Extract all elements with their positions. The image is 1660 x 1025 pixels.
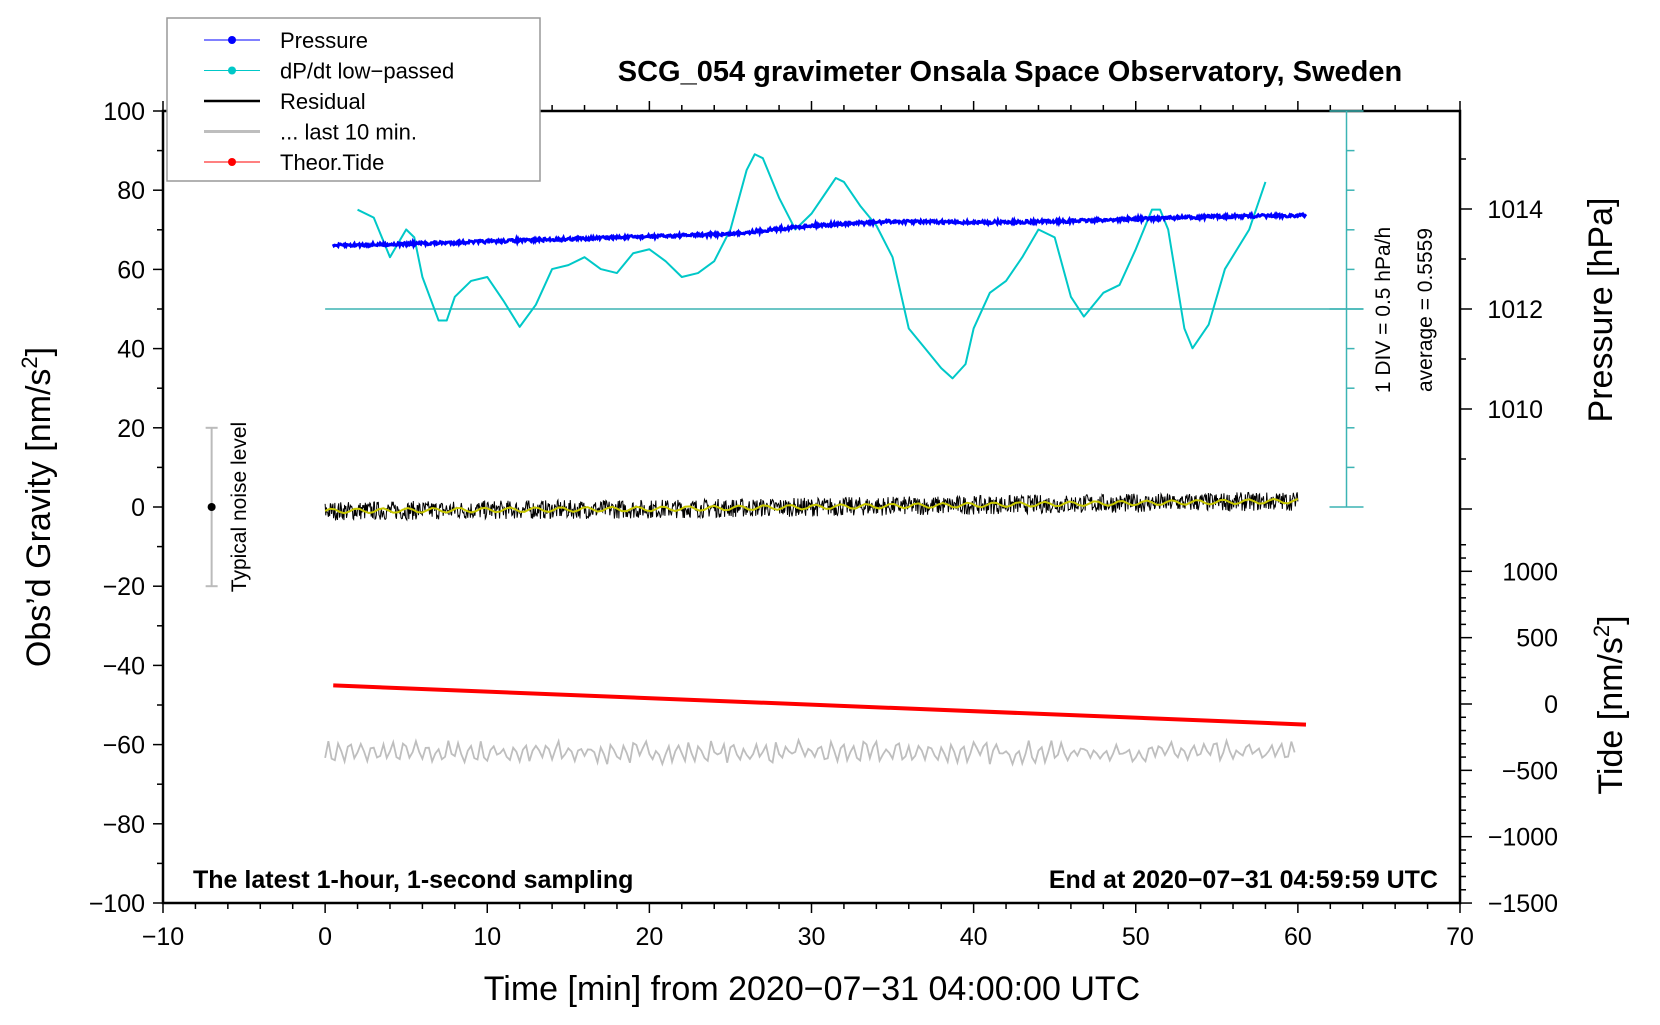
x-tick-label: 0	[318, 923, 332, 951]
legend-label: ... last 10 min.	[280, 120, 417, 145]
y-tick-label: 0	[131, 494, 145, 522]
x-tick-label: 50	[1122, 923, 1150, 951]
pressure-tick-label: 1014	[1487, 196, 1543, 224]
legend-box	[166, 17, 541, 182]
pressure-tick-label: 1010	[1487, 396, 1543, 424]
x-tick-label: 20	[635, 923, 663, 951]
div-label: 1 DIV = 0.5 hPa/h	[1372, 227, 1395, 393]
x-tick-label: 40	[960, 923, 988, 951]
y-tick-label: 80	[117, 177, 145, 205]
legend-label: Pressure	[280, 28, 368, 53]
average-label: average = 0.5559	[1414, 228, 1437, 392]
pressure-axis-label: Pressure [hPa]	[1582, 198, 1620, 423]
dpdt-line	[357, 153, 1267, 380]
y-tick-label: 100	[103, 98, 145, 126]
legend: Pressure dP/dt low−passed Residual ... last…	[166, 17, 541, 182]
x-tick-label: 10	[473, 923, 501, 951]
y-tick-label: −100	[89, 890, 145, 918]
sampling-note: The latest 1-hour, 1-second sampling	[193, 866, 633, 894]
legend-marker	[228, 158, 236, 166]
pressure-tick-label: 1012	[1487, 296, 1543, 324]
plot-frame	[161, 109, 1462, 905]
residual-smoothed-line	[324, 497, 1299, 515]
noise-level-label: Typical noise level	[228, 422, 251, 592]
tide-tick-label: −1000	[1488, 824, 1558, 852]
y-tick-label: 20	[117, 415, 145, 443]
legend-marker	[228, 66, 236, 75]
y-tick-label: 60	[117, 256, 145, 284]
tide-tick-label: 500	[1516, 625, 1558, 653]
y-tick-label: 40	[117, 336, 145, 364]
y-tick-label: −20	[103, 573, 145, 601]
legend-label: Residual	[280, 89, 366, 114]
tide-tick-label: 0	[1544, 691, 1558, 719]
last-10-min-line	[324, 737, 1296, 767]
axis-ticks: −10 0 10 20 30 40 50 60 70100806040200−20−40−60−…	[89, 98, 1558, 951]
legend-marker	[228, 36, 236, 44]
x-tick-label: 70	[1446, 923, 1474, 951]
tide-tick-label: −500	[1502, 757, 1558, 785]
y-axis-label: Obs’d Gravity [nm/s2]	[17, 347, 58, 667]
end-time-note: End at 2020−07−31 04:59:59 UTC	[1049, 866, 1438, 894]
pressure-line	[331, 210, 1308, 250]
theor-tide-line	[333, 683, 1307, 727]
x-tick-label: −10	[142, 923, 184, 951]
y-tick-label: −40	[103, 652, 145, 680]
chart-title: SCG_054 gravimeter Onsala Space Observat…	[618, 56, 1402, 88]
tide-tick-label: −1500	[1488, 890, 1558, 918]
x-axis-label: Time [min] from 2020−07−31 04:00:00 UTC	[484, 970, 1140, 1008]
x-tick-label: 30	[798, 923, 826, 951]
legend-label: Theor.Tide	[280, 150, 384, 175]
x-tick-label: 60	[1284, 923, 1312, 951]
residual-line	[324, 491, 1299, 522]
tide-tick-label: 1000	[1502, 558, 1558, 586]
y-tick-label: −60	[103, 732, 145, 760]
tide-axis-label: Tide [nm/s2]	[1589, 615, 1630, 794]
y-tick-label: −80	[103, 811, 145, 839]
series-layer	[205, 110, 1364, 767]
legend-label: dP/dt low−passed	[280, 59, 454, 84]
noise-level-dot	[207, 503, 216, 511]
